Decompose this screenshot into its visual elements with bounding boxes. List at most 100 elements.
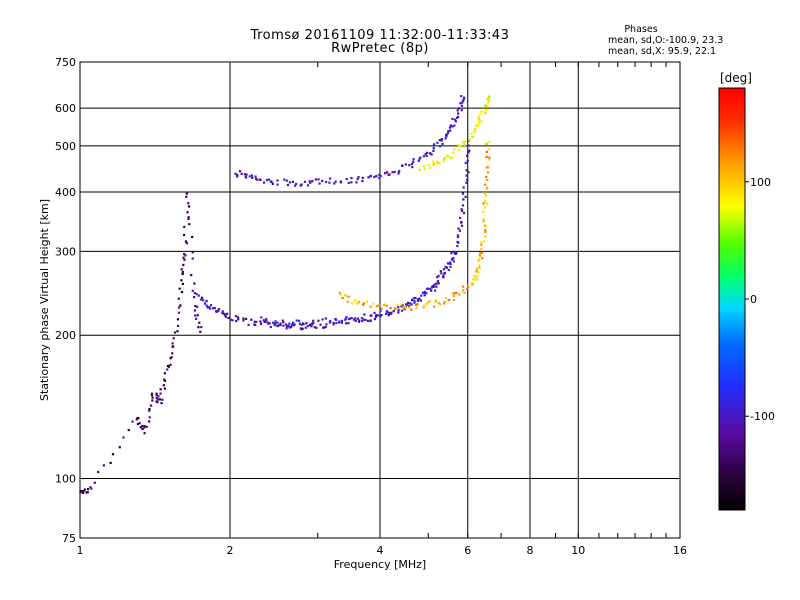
data-point xyxy=(267,322,270,325)
data-point xyxy=(80,490,83,493)
data-point xyxy=(122,436,125,439)
data-point xyxy=(86,487,90,491)
data-point xyxy=(242,319,245,322)
phase-stats-x-mode: mean, sd,X: 95.9, 22.1 xyxy=(608,46,717,57)
data-point xyxy=(476,271,480,274)
data-point xyxy=(177,306,181,309)
data-point xyxy=(474,277,477,280)
data-point xyxy=(161,398,164,401)
data-point xyxy=(420,294,423,297)
data-point xyxy=(461,204,465,207)
data-point xyxy=(461,99,465,102)
data-point xyxy=(457,112,460,115)
data-point xyxy=(385,310,388,313)
data-point xyxy=(235,319,238,323)
data-point xyxy=(451,125,454,128)
data-point xyxy=(440,139,443,142)
data-point xyxy=(268,178,271,181)
data-point xyxy=(485,150,488,154)
data-point xyxy=(485,175,488,178)
data-point xyxy=(452,260,456,263)
data-point xyxy=(185,192,188,195)
data-point xyxy=(460,221,463,224)
data-point xyxy=(439,270,442,273)
data-point xyxy=(379,309,382,312)
data-point xyxy=(324,180,328,184)
data-point xyxy=(182,263,185,267)
data-point xyxy=(93,481,96,484)
data-point xyxy=(145,425,148,428)
data-point xyxy=(486,202,489,205)
data-point xyxy=(462,211,466,215)
data-point xyxy=(422,164,426,168)
data-point xyxy=(329,319,332,323)
data-point xyxy=(449,124,452,127)
data-point xyxy=(308,323,312,327)
data-point xyxy=(462,186,465,189)
data-point xyxy=(131,420,134,423)
data-point xyxy=(406,303,409,306)
data-point xyxy=(282,324,285,327)
data-point xyxy=(338,291,341,295)
data-point xyxy=(215,310,218,313)
data-point xyxy=(468,137,471,140)
data-point xyxy=(383,303,386,306)
data-point xyxy=(437,274,440,278)
data-point xyxy=(447,130,450,133)
data-point xyxy=(475,270,478,273)
data-point xyxy=(447,155,450,158)
data-point xyxy=(378,176,381,180)
data-point xyxy=(159,392,162,395)
data-point xyxy=(466,159,469,163)
data-point xyxy=(253,320,256,323)
data-point xyxy=(266,321,269,324)
data-point xyxy=(270,180,273,184)
data-point xyxy=(462,141,465,144)
data-point xyxy=(441,142,444,146)
data-point xyxy=(462,198,465,201)
data-point xyxy=(481,257,484,260)
data-point xyxy=(205,304,208,307)
data-point xyxy=(301,327,304,330)
data-point xyxy=(478,254,481,257)
data-point xyxy=(162,384,165,387)
data-point xyxy=(445,154,449,157)
data-point xyxy=(436,282,439,285)
data-point xyxy=(346,300,349,303)
data-point xyxy=(427,163,430,166)
data-point xyxy=(176,330,179,333)
data-point xyxy=(451,257,454,260)
data-point xyxy=(410,162,414,166)
data-point xyxy=(197,294,200,297)
data-point xyxy=(460,209,464,212)
data-point xyxy=(473,130,476,133)
data-point xyxy=(475,267,479,270)
data-point xyxy=(193,282,196,285)
data-point xyxy=(391,171,394,174)
data-point xyxy=(484,235,487,238)
data-point xyxy=(465,154,469,157)
data-point xyxy=(265,317,268,321)
data-point xyxy=(367,176,370,179)
data-point xyxy=(486,171,490,174)
data-point xyxy=(265,178,269,182)
data-point xyxy=(455,116,459,119)
data-point xyxy=(410,299,414,302)
data-point xyxy=(350,176,353,180)
data-point xyxy=(477,259,480,262)
data-point xyxy=(365,300,369,303)
data-point xyxy=(197,326,200,329)
data-point xyxy=(345,322,348,325)
data-point xyxy=(224,315,228,318)
data-point xyxy=(369,305,372,308)
data-point xyxy=(194,314,197,317)
data-point xyxy=(471,135,474,139)
data-point xyxy=(488,158,491,161)
data-point xyxy=(460,109,463,112)
data-point xyxy=(419,156,422,159)
data-point xyxy=(321,179,324,183)
data-point xyxy=(454,118,457,121)
data-point xyxy=(444,266,448,269)
data-point xyxy=(449,265,452,268)
data-point xyxy=(425,151,429,154)
